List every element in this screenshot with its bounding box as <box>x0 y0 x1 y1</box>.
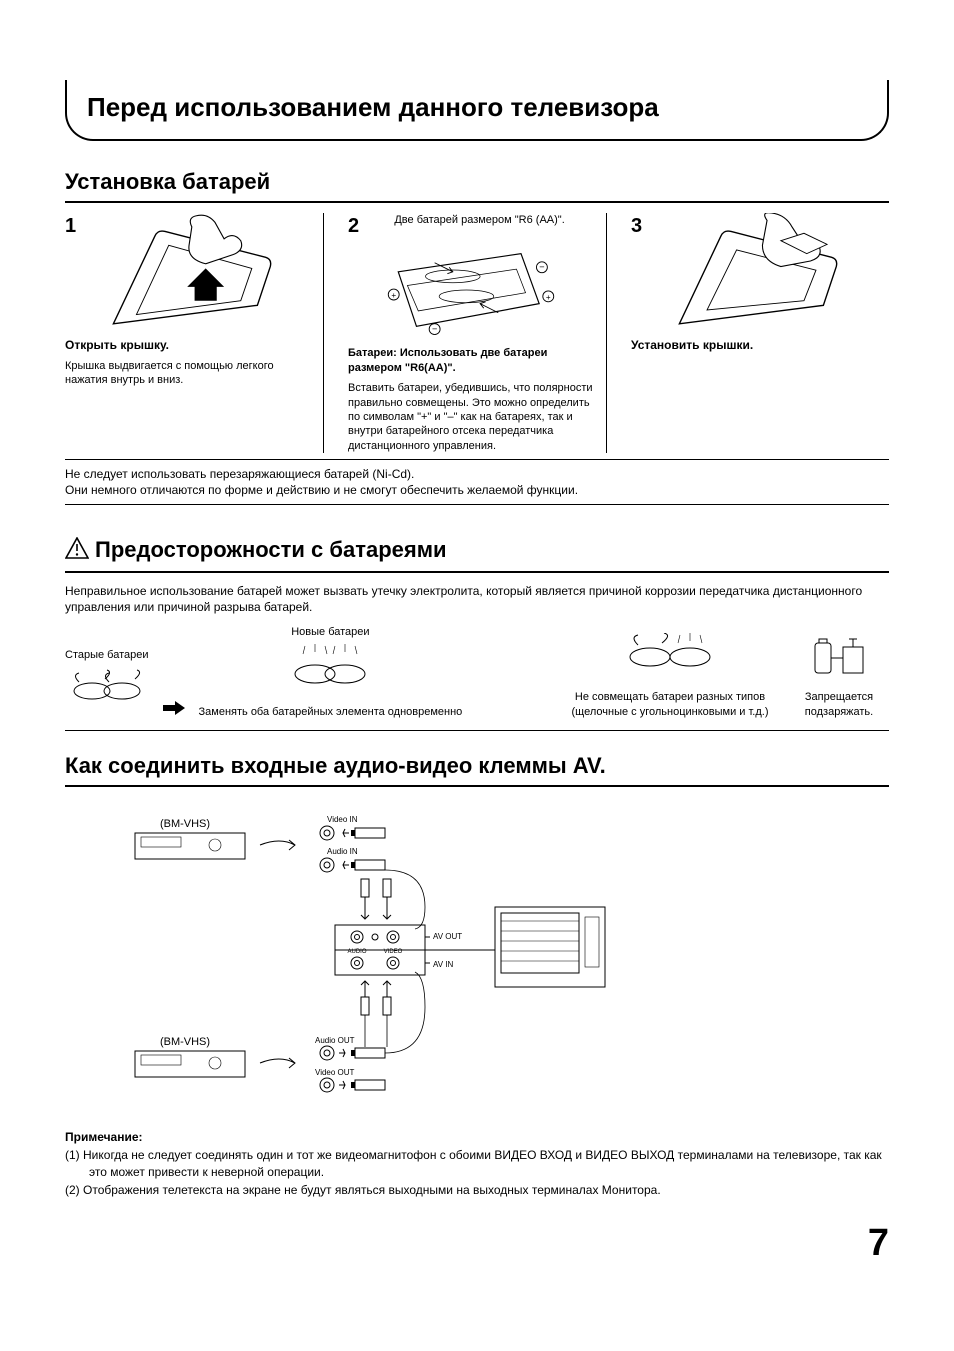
right-arrow-icon <box>163 701 185 715</box>
new-battery-col: Новые батареи Заменять оба батарейных эл… <box>199 625 463 720</box>
av-connection-diagram: (ВМ-VHS) Video IN Audio IN AUDIO VIDEO A… <box>65 807 625 1107</box>
step-2-bold: Батареи: Использовать две батареи размер… <box>348 346 594 376</box>
step-3-bold: Установить крышки. <box>631 337 877 353</box>
svg-text:+: + <box>391 291 396 300</box>
note-2: (2) Отображения телетекста на экране не … <box>65 1182 889 1198</box>
no-recharge-icon <box>809 633 869 681</box>
svg-text:AUDIO: AUDIO <box>347 949 366 955</box>
step-1-number: 1 <box>65 213 76 240</box>
new-battery-label: Новые батареи <box>199 625 463 640</box>
svg-text:Audio IN: Audio IN <box>327 847 358 856</box>
warning-triangle-icon <box>65 537 89 567</box>
step-3-number: 3 <box>631 213 642 240</box>
step-2-number: 2 <box>348 213 359 240</box>
step-3-illustration <box>648 213 877 333</box>
svg-text:Video OUT: Video OUT <box>315 1068 355 1077</box>
old-battery-col: Старые батареи <box>65 648 149 720</box>
section-caution-title-text: Предосторожности с батареями <box>95 537 447 562</box>
caution-intro: Неправильное использование батарей может… <box>65 583 889 615</box>
install-steps-row: 1 Открыть крышку. Крышка выдвигается с п… <box>65 213 889 453</box>
step-3: 3 Установить крышки. <box>631 213 889 453</box>
step-2-top-caption: Две батарей размером "R6 (AA)". <box>365 213 594 228</box>
old-batteries-icon <box>67 667 147 715</box>
replace-text: Заменять оба батарейных элемента одновре… <box>199 705 463 720</box>
step-2-illustration: + − − + <box>371 240 571 340</box>
svg-text:Video IN: Video IN <box>327 815 358 824</box>
step-1: 1 Открыть крышку. Крышка выдвигается с п… <box>65 213 324 453</box>
svg-text:VIDEO: VIDEO <box>384 949 403 955</box>
section-install-title: Установка батарей <box>65 167 889 203</box>
main-title-box: Перед использованием данного телевизора <box>65 80 889 141</box>
mix-battery-col: Не совмещать батареи разных типов (щелоч… <box>565 633 775 720</box>
notes-heading: Примечание: <box>65 1129 889 1145</box>
section-caution-title: Предосторожности с батареями <box>65 535 889 573</box>
note-1: (1) Никогда не следует соединять один и … <box>65 1147 889 1179</box>
svg-text:−: − <box>432 324 437 334</box>
mix-text: Не совмещать батареи разных типов (щелоч… <box>565 690 775 720</box>
new-batteries-icon <box>285 644 375 696</box>
step-2: 2 Две батарей размером "R6 (AA)". + − − … <box>348 213 607 453</box>
svg-text:+: + <box>546 293 551 302</box>
battery-caution-row: Старые батареи Новые батареи Заменять об… <box>65 625 889 731</box>
svg-text:AV OUT: AV OUT <box>433 932 462 941</box>
page-number: 7 <box>65 1218 889 1269</box>
old-battery-label: Старые батареи <box>65 648 149 663</box>
recharge-col: Запрещается подзаряжать. <box>789 633 889 720</box>
step-1-text: Крышка выдвигается с помощью легкого наж… <box>65 359 311 388</box>
install-note-row: Не следует использовать перезаряжающиеся… <box>65 459 889 505</box>
svg-text:Audio OUT: Audio OUT <box>315 1036 355 1045</box>
vhs-label-top: (ВМ-VHS) <box>160 818 210 830</box>
main-title: Перед использованием данного телевизора <box>87 90 867 125</box>
svg-text:AV IN: AV IN <box>433 960 454 969</box>
av-notes: Примечание: (1) Никогда не следует соеди… <box>65 1129 889 1198</box>
svg-text:(ВМ-VHS): (ВМ-VHS) <box>160 1036 210 1048</box>
section-av-title: Как соединить входные аудио-видео клеммы… <box>65 751 889 787</box>
step-2-text: Вставить батареи, убедившись, что полярн… <box>348 381 594 452</box>
recharge-text: Запрещается подзаряжать. <box>789 690 889 720</box>
step-1-bold: Открыть крышку. <box>65 337 311 353</box>
svg-text:−: − <box>539 262 544 272</box>
mixed-batteries-icon <box>620 633 720 681</box>
arrow-icon-col <box>163 701 185 720</box>
step-1-illustration <box>82 213 311 333</box>
